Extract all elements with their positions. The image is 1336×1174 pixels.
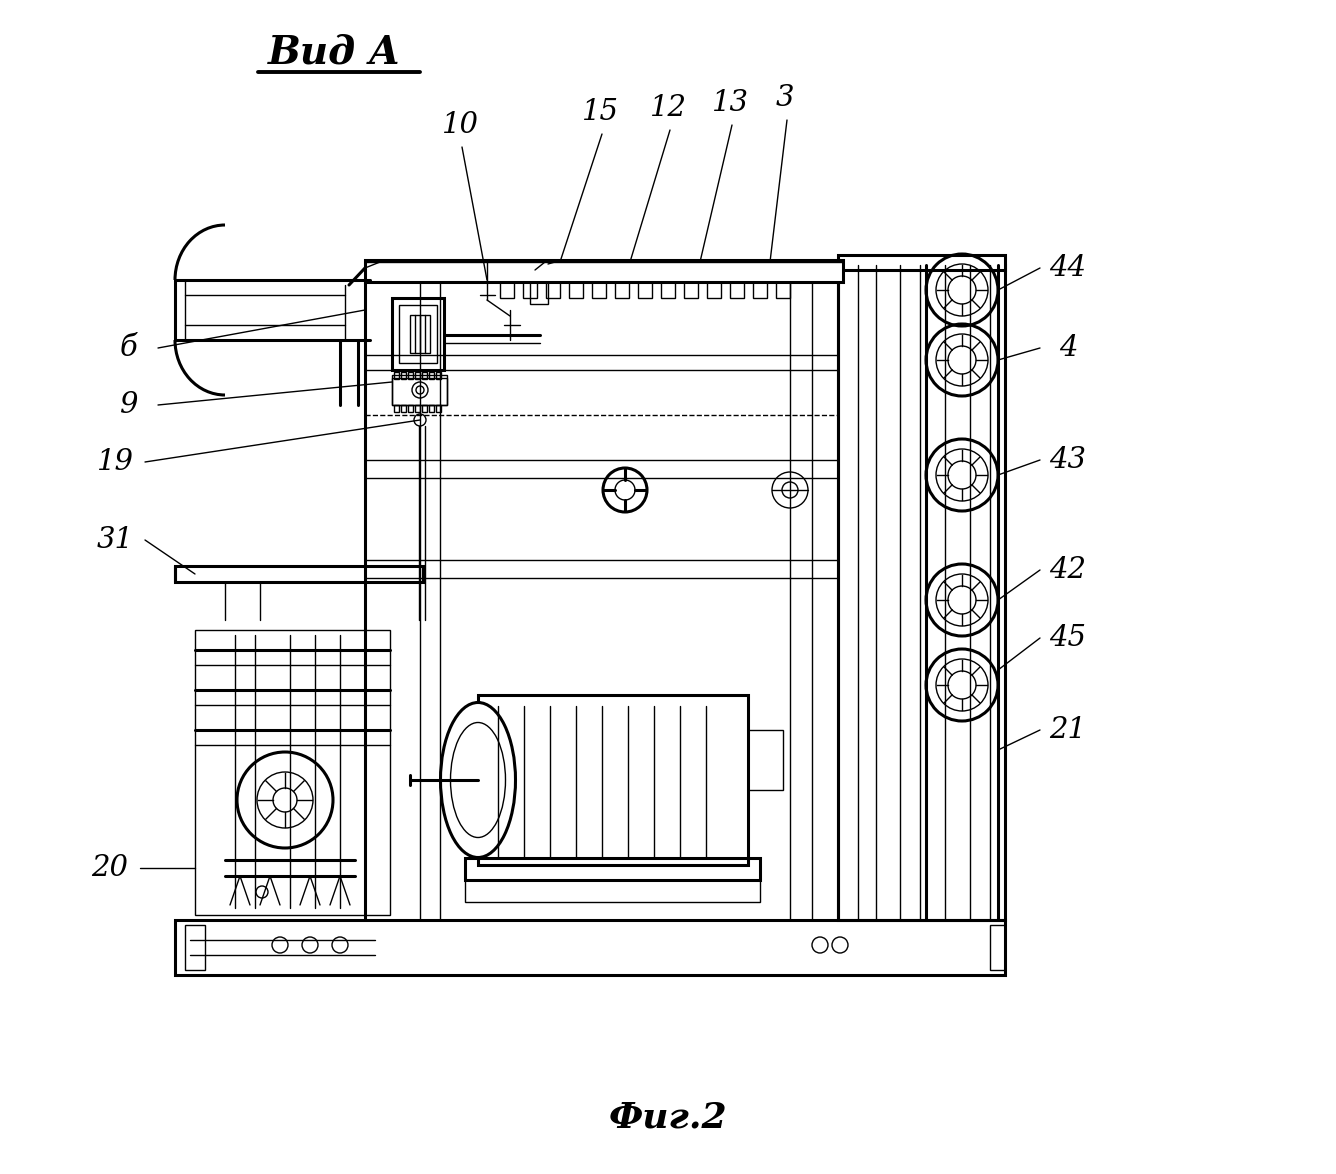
Text: 9: 9 <box>119 391 138 419</box>
Bar <box>410 315 430 353</box>
Text: 45: 45 <box>1050 625 1086 652</box>
Text: 44: 44 <box>1050 254 1086 282</box>
Bar <box>838 255 1005 270</box>
Text: 10: 10 <box>441 112 478 139</box>
Bar <box>175 920 1005 974</box>
Bar <box>422 405 428 412</box>
Bar <box>175 566 424 582</box>
Text: 20: 20 <box>91 853 128 882</box>
Bar <box>754 282 767 298</box>
Bar <box>615 282 629 298</box>
Bar <box>407 405 413 412</box>
Bar <box>661 282 675 298</box>
Bar <box>184 925 204 970</box>
Ellipse shape <box>441 702 516 857</box>
Bar <box>478 695 748 865</box>
Bar <box>465 858 760 880</box>
Text: 12: 12 <box>649 94 687 122</box>
Text: б: б <box>119 333 136 362</box>
Text: 4: 4 <box>1058 333 1077 362</box>
Text: Вид А: Вид А <box>269 33 402 70</box>
Bar <box>530 282 548 304</box>
Bar <box>546 282 560 298</box>
Text: 43: 43 <box>1050 446 1086 474</box>
Bar <box>422 372 428 379</box>
Text: 42: 42 <box>1050 556 1086 583</box>
Bar <box>776 282 790 298</box>
Bar <box>401 405 406 412</box>
Bar <box>391 378 448 405</box>
Text: 19: 19 <box>96 448 134 475</box>
Bar <box>401 372 406 379</box>
Bar <box>436 372 441 379</box>
Bar <box>436 405 441 412</box>
Bar <box>592 282 607 298</box>
Bar <box>639 282 652 298</box>
Bar <box>707 282 721 298</box>
Bar <box>415 372 420 379</box>
Bar <box>391 298 444 370</box>
Text: 21: 21 <box>1050 716 1086 744</box>
Bar <box>522 282 537 298</box>
Bar <box>684 282 697 298</box>
Bar <box>429 372 434 379</box>
Text: 13: 13 <box>712 89 748 117</box>
Bar <box>391 375 448 405</box>
Bar <box>465 880 760 902</box>
Bar <box>838 265 1005 920</box>
Text: 31: 31 <box>96 526 134 554</box>
Text: 3: 3 <box>776 85 794 112</box>
Bar <box>394 405 399 412</box>
Bar <box>569 282 582 298</box>
Bar <box>365 259 843 282</box>
Bar <box>195 630 390 915</box>
Bar <box>748 730 783 790</box>
Bar <box>429 405 434 412</box>
Text: 15: 15 <box>581 97 619 126</box>
Bar <box>399 305 437 363</box>
Bar <box>415 405 420 412</box>
Bar <box>729 282 744 298</box>
Text: Фиг.2: Фиг.2 <box>609 1101 727 1135</box>
Bar <box>500 282 514 298</box>
Bar <box>407 372 413 379</box>
Bar <box>394 372 399 379</box>
Bar <box>990 925 1005 970</box>
